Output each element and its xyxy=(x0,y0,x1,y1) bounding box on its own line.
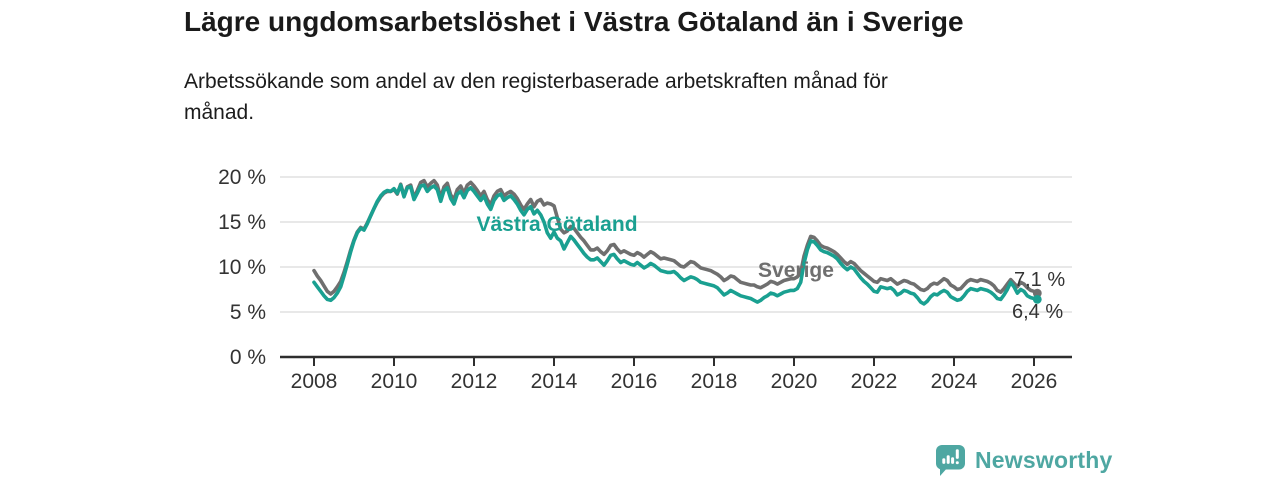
series-end-dot-vastra-gotaland xyxy=(1032,295,1042,304)
chart-subtitle-line-2: månad. xyxy=(184,101,255,124)
end-value-label-vastra-gotaland: 6,4 % xyxy=(1012,301,1063,323)
x-tick-label: 2022 xyxy=(851,370,898,393)
x-tick-label: 2018 xyxy=(691,370,738,393)
series-label-sverige: Sverige xyxy=(758,259,834,282)
y-tick-label: 0 % xyxy=(230,346,266,369)
x-tick-label: 2010 xyxy=(371,370,418,393)
x-tick-label: 2020 xyxy=(771,370,818,393)
x-tick-label: 2012 xyxy=(451,370,498,393)
series-line-sverige xyxy=(312,178,1040,296)
series-line-vastra-gotaland xyxy=(312,183,1040,306)
y-tick-label: 5 % xyxy=(230,301,266,324)
chart-title: Lägre ungdomsarbetslöshet i Västra Götal… xyxy=(184,6,964,37)
x-tick-label: 2008 xyxy=(291,370,338,393)
y-tick-label: 20 % xyxy=(218,166,266,189)
x-tick-label: 2026 xyxy=(1011,370,1058,393)
chart-subtitle-line-1: Arbetssökande som andel av den registerb… xyxy=(184,70,888,93)
x-tick-label: 2014 xyxy=(531,370,578,393)
series-end-dot-sverige xyxy=(1032,288,1042,298)
newsworthy-brand: Newsworthy xyxy=(936,445,1112,476)
end-value-label-sverige: 7,1 % xyxy=(1014,269,1065,291)
chart-subtitle: Arbetssökande som andel av den registerb… xyxy=(184,66,1064,128)
y-tick-label: 10 % xyxy=(218,256,266,279)
x-tick-label: 2016 xyxy=(611,370,658,393)
x-tick-label: 2024 xyxy=(931,370,978,393)
newsworthy-logo-text: Newsworthy xyxy=(975,447,1113,473)
y-tick-label: 15 % xyxy=(218,211,266,234)
newsworthy-logo-icon xyxy=(936,445,965,476)
series-label-vastra-gotaland: Västra Götaland xyxy=(476,213,637,236)
